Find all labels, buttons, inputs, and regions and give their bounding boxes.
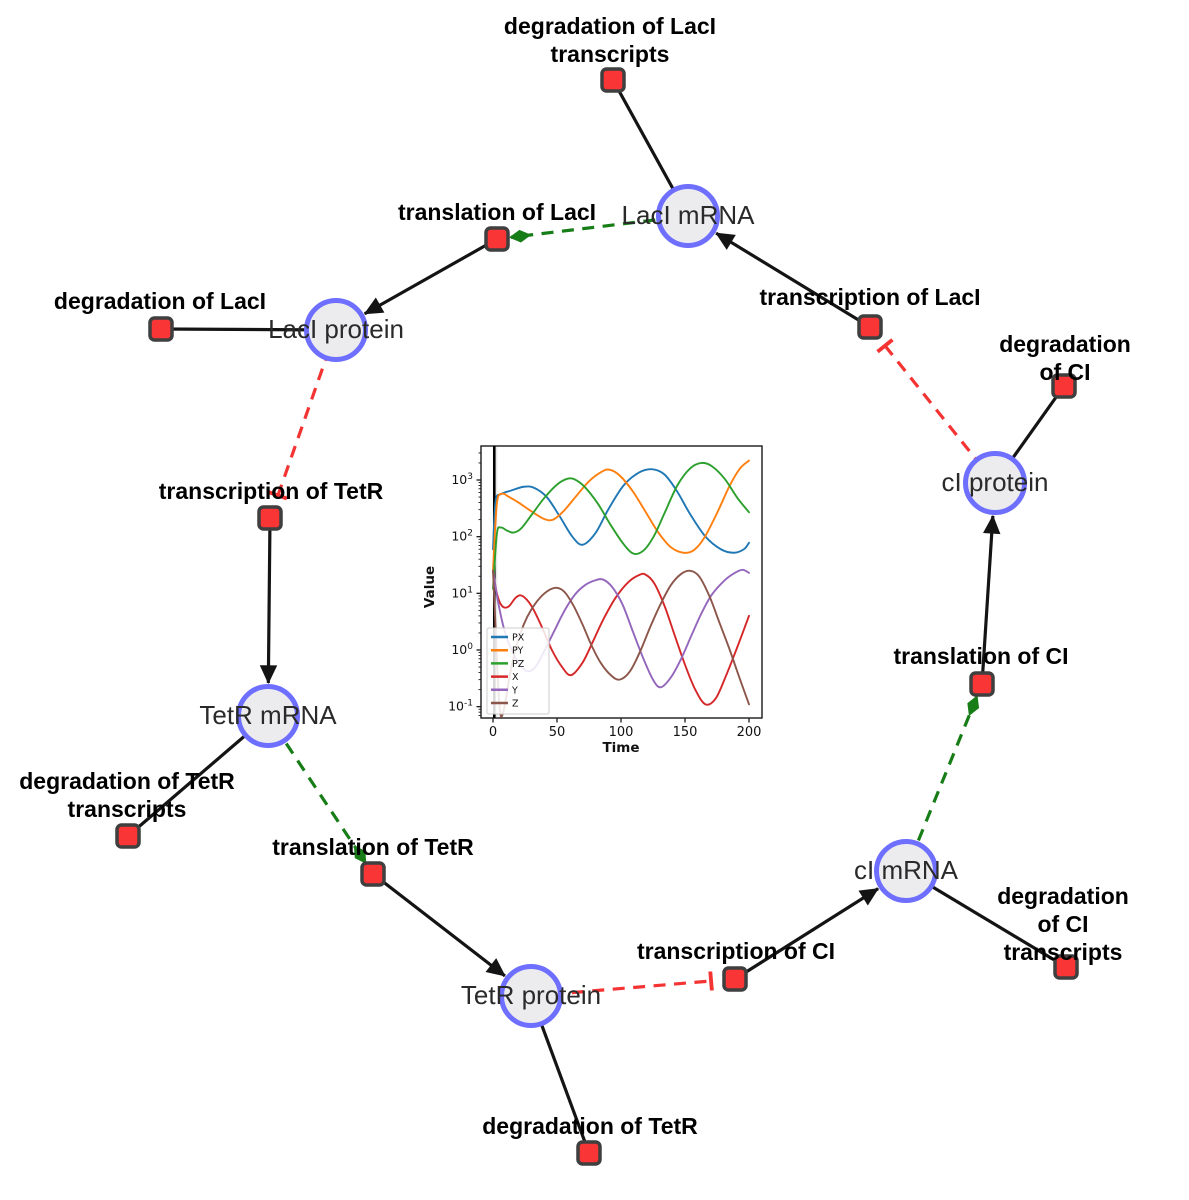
y-tick-label: 100 [451,642,473,657]
edge-production-translation-of-laci-to-laci-protein [363,237,498,316]
y-tick-label: 101 [451,585,473,600]
y-tick-label: 102 [451,529,473,544]
curve-X [492,569,750,706]
legend-label-Z: Z [512,699,519,710]
reaction-node-transcription-of-ci[interactable] [722,966,748,992]
species-node-ci-mrna[interactable] [874,839,938,903]
x-tick-label: 200 [737,725,762,740]
species-node-tetr-mrna[interactable] [236,684,300,748]
reaction-node-degradation-of-tetr[interactable] [576,1140,602,1166]
curve-PX [492,468,750,554]
plot-legend: PX PY PZ XYZ [486,627,550,715]
legend-label-PZ: PZ [512,659,525,670]
nodes-layer [115,67,1079,1166]
curve-PZ [492,461,750,590]
reaction-node-translation-of-laci[interactable] [484,226,510,252]
x-axis-title: Time [602,740,639,756]
edge-production-transcription-of-tetr-to-tetr-mrna [259,517,278,685]
edge-catalysis-tetr-mrna-to-translation-of-tetr [284,742,367,864]
reaction-node-translation-of-tetr[interactable] [360,861,386,887]
reaction-node-degradation-of-laci[interactable] [148,316,174,342]
x-tick-label: 50 [549,725,566,740]
species-node-laci-protein[interactable] [304,298,368,362]
reaction-node-degradation-of-ci[interactable] [1051,373,1077,399]
simulation-plot: 10-1 100 101 102 103 0 50 100 150 200 PX PY PZ XYZ T… [422,445,763,756]
edge-production-translation-of-tetr-to-tetr-protein [372,872,506,978]
y-tick-label: 103 [451,472,473,487]
legend-label-X: X [512,672,519,683]
species-node-laci-mrna[interactable] [656,184,720,248]
reaction-node-degradation-of-ci-transcripts[interactable] [1053,954,1079,980]
edge-catalysis-laci-mrna-to-translation-of-laci [509,218,656,243]
curve-PY [492,459,750,572]
legend-label-PX: PX [512,633,525,644]
reaction-node-degradation-of-tetr-transcripts[interactable] [115,823,141,849]
x-tick-label: 150 [673,725,698,740]
y-tick-label: 10-1 [448,699,473,714]
x-tick-label: 100 [609,725,634,740]
edge-production-translation-of-ci-to-ci-protein [980,514,1001,685]
x-tick-label: 0 [489,725,497,740]
legend-label-Y: Y [511,685,518,696]
edge-production-transcription-of-laci-to-laci-mrna [715,231,871,329]
reaction-node-translation-of-ci[interactable] [969,671,995,697]
plot-curves [492,446,750,718]
y-axis-title: Value [422,566,438,608]
reaction-node-transcription-of-tetr[interactable] [257,505,283,531]
edge-production-transcription-of-ci-to-ci-mrna [734,887,879,981]
reaction-node-transcription-of-laci[interactable] [857,314,883,340]
species-node-tetr-protein[interactable] [499,964,563,1028]
species-node-ci-protein[interactable] [963,451,1027,515]
legend-label-PY: PY [512,646,524,657]
edge-catalysis-ci-mrna-to-translation-of-ci [916,695,980,842]
reaction-node-degradation-of-laci-transcripts[interactable] [600,67,626,93]
